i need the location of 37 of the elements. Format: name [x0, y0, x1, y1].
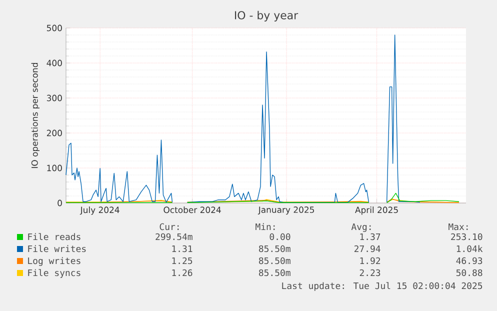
y-tick-label: 400 — [46, 60, 62, 66]
x-tick-label: July 2024 — [80, 206, 120, 215]
y-tick-label: 100 — [47, 164, 62, 172]
text: 1.26 — [172, 269, 192, 276]
text: Avg: — [351, 223, 371, 232]
y-tick-label: 0 — [58, 200, 62, 206]
legend-label: File writes — [28, 245, 86, 252]
text: 299.54m — [156, 233, 192, 240]
text: 85.50m — [258, 269, 290, 276]
y-axis-title: IO operations per second — [31, 62, 40, 168]
legend-label: File reads — [28, 233, 80, 240]
text: Cur: — [160, 223, 179, 230]
text: 2.23 — [360, 269, 380, 276]
y-tick-label: 300 — [46, 94, 62, 102]
text: Last update: Tue Jul 15 02:00:04 2025 — [282, 282, 482, 291]
text: 85.50m — [258, 245, 290, 252]
legend-label: File syncs — [28, 269, 80, 278]
legend-label: Log writes — [28, 257, 80, 266]
text: 1.92 — [360, 257, 380, 264]
text: 46.93 — [456, 257, 482, 264]
text: 85.50m — [258, 257, 290, 264]
y-tick-label: 500 — [46, 24, 62, 32]
text: 0.00 — [270, 233, 290, 240]
text: 1.37 — [360, 233, 380, 240]
text: 1.31 — [172, 245, 192, 252]
text: 1.25 — [172, 257, 192, 264]
x-tick-label: April 2025 — [355, 206, 398, 215]
y-tick-label: 200 — [46, 130, 62, 136]
text: 1.04k — [456, 245, 483, 252]
chart-title: IO - by year — [235, 10, 298, 22]
x-tick-label: October 2024 — [164, 206, 221, 214]
text: Min: — [256, 223, 275, 230]
text: 50.88 — [456, 269, 482, 276]
x-tick-label: January 2025 — [258, 206, 314, 215]
text: 27.94 — [354, 245, 380, 252]
text: Max: — [448, 223, 468, 230]
text: 253.10 — [451, 233, 482, 240]
